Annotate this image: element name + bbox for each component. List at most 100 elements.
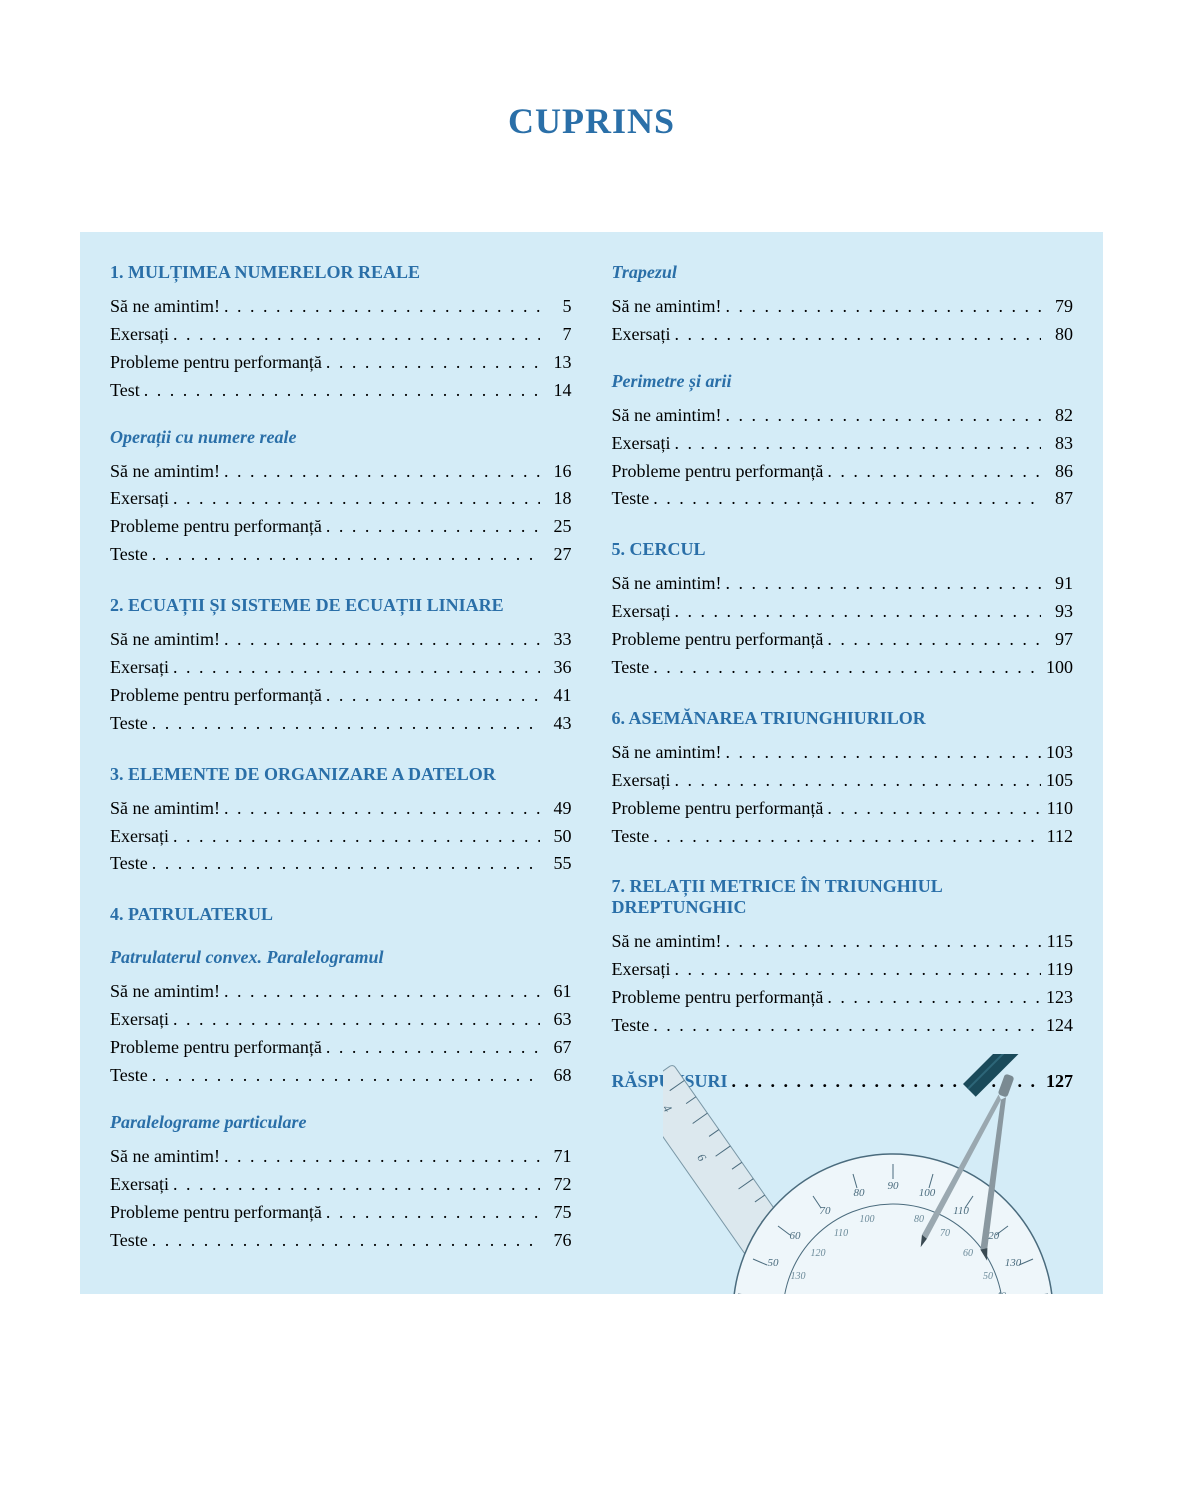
toc-dots: . . . . . . . . . . . . . . . . . . . . … xyxy=(649,823,1041,851)
toc-subsection-heading: Paralelograme particulare xyxy=(110,1112,572,1133)
toc-entry-label: Teste xyxy=(612,1012,650,1040)
toc-entry-label: Exersați xyxy=(612,767,671,795)
toc-entry: Probleme pentru performanță . . . . . . … xyxy=(110,513,572,541)
toc-dots: . . . . . . . . . . . . . . . . . . . . … xyxy=(670,430,1041,458)
toc-entry: Teste . . . . . . . . . . . . . . . . . … xyxy=(110,1062,572,1090)
toc-entry-label: Teste xyxy=(110,1062,148,1090)
toc-dots: . . . . . . . . . . . . . . . . . . . . … xyxy=(670,767,1041,795)
toc-entry: Teste . . . . . . . . . . . . . . . . . … xyxy=(612,823,1074,851)
toc-entry: Să ne amintim! . . . . . . . . . . . . .… xyxy=(110,293,572,321)
toc-entry: Să ne amintim! . . . . . . . . . . . . .… xyxy=(110,626,572,654)
toc-dots: . . . . . . . . . . . . . . . . . . . . … xyxy=(823,984,1041,1012)
toc-entry-label: Probleme pentru performanță xyxy=(110,1199,322,1227)
toc-entry: Probleme pentru performanță . . . . . . … xyxy=(612,626,1074,654)
toc-entry-label: Exersați xyxy=(612,598,671,626)
toc-entry: Exersați . . . . . . . . . . . . . . . .… xyxy=(110,654,572,682)
toc-dots: . . . . . . . . . . . . . . . . . . . . … xyxy=(220,978,540,1006)
toc-dots: . . . . . . . . . . . . . . . . . . . . … xyxy=(322,513,540,541)
toc-section-heading: 6. ASEMĂNAREA TRIUNGHIURILOR xyxy=(612,708,1074,729)
toc-entry-label: Teste xyxy=(612,823,650,851)
toc-entry: Teste . . . . . . . . . . . . . . . . . … xyxy=(110,1227,572,1255)
toc-dots: . . . . . . . . . . . . . . . . . . . . … xyxy=(823,626,1041,654)
toc-dots: . . . . . . . . . . . . . . . . . . . . … xyxy=(169,485,540,513)
toc-entry: Exersați . . . . . . . . . . . . . . . .… xyxy=(110,1006,572,1034)
toc-entry: Teste . . . . . . . . . . . . . . . . . … xyxy=(110,541,572,569)
toc-entry-label: Probleme pentru performanță xyxy=(612,626,824,654)
toc-entry-page: 119 xyxy=(1041,956,1073,984)
toc-dots: . . . . . . . . . . . . . . . . . . . . … xyxy=(169,1171,540,1199)
toc-entry: Să ne amintim! . . . . . . . . . . . . .… xyxy=(612,293,1074,321)
toc-entry-label: Să ne amintim! xyxy=(612,928,722,956)
toc-entry: Exersați . . . . . . . . . . . . . . . .… xyxy=(110,823,572,851)
toc-entry: Teste . . . . . . . . . . . . . . . . . … xyxy=(612,485,1074,513)
toc-entry-label: Probleme pentru performanță xyxy=(110,682,322,710)
toc-dots: . . . . . . . . . . . . . . . . . . . . … xyxy=(148,1062,540,1090)
toc-subsection-heading: Trapezul xyxy=(612,262,1074,283)
toc-dots: . . . . . . . . . . . . . . . . . . . . … xyxy=(721,402,1041,430)
page-title: CUPRINS xyxy=(80,100,1103,142)
toc-entry: Teste . . . . . . . . . . . . . . . . . … xyxy=(110,850,572,878)
toc-entry: Probleme pentru performanță . . . . . . … xyxy=(110,682,572,710)
toc-dots: . . . . . . . . . . . . . . . . . . . . … xyxy=(220,293,540,321)
toc-section-heading: 4. PATRULATERUL xyxy=(110,904,572,925)
toc-subsection-heading: Perimetre și arii xyxy=(612,371,1074,392)
toc-dots: . . . . . . . . . . . . . . . . . . . . … xyxy=(649,485,1041,513)
toc-entry-label: Să ne amintim! xyxy=(110,795,220,823)
toc-subsection-heading: Operații cu numere reale xyxy=(110,427,572,448)
toc-entry: Probleme pentru performanță . . . . . . … xyxy=(110,349,572,377)
toc-entry: Să ne amintim! . . . . . . . . . . . . .… xyxy=(110,458,572,486)
toc-section-heading: 7. RELAȚII METRICE ÎN TRIUNGHIUL DREPTUN… xyxy=(612,876,1074,918)
toc-entry-page: 67 xyxy=(540,1034,572,1062)
toc-entry: Probleme pentru performanță . . . . . . … xyxy=(612,984,1074,1012)
toc-dots: . . . . . . . . . . . . . . . . . . . . … xyxy=(140,377,540,405)
toc-entry-page: 5 xyxy=(540,293,572,321)
toc-entry-label: Să ne amintim! xyxy=(612,570,722,598)
toc-dots: . . . . . . . . . . . . . . . . . . . . … xyxy=(148,1227,540,1255)
toc-entry-label: Exersați xyxy=(612,956,671,984)
toc-entry-page: 63 xyxy=(540,1006,572,1034)
toc-entry-label: Exersați xyxy=(110,485,169,513)
toc-entry-label: Exersați xyxy=(110,321,169,349)
toc-dots: . . . . . . . . . . . . . . . . . . . . … xyxy=(721,739,1041,767)
toc-entry-page: 7 xyxy=(540,321,572,349)
toc-raspunsuri-page: 127 xyxy=(1041,1068,1073,1096)
toc-entry-label: Probleme pentru performanță xyxy=(110,1034,322,1062)
toc-dots: . . . . . . . . . . . . . . . . . . . . … xyxy=(220,1143,540,1171)
toc-entry-page: 105 xyxy=(1041,767,1073,795)
toc-entry: Să ne amintim! . . . . . . . . . . . . .… xyxy=(110,978,572,1006)
toc-dots: . . . . . . . . . . . . . . . . . . . . … xyxy=(670,956,1041,984)
toc-entry-page: 86 xyxy=(1041,458,1073,486)
toc-entry-page: 72 xyxy=(540,1171,572,1199)
toc-entry-page: 100 xyxy=(1041,654,1073,682)
toc-entry-label: Probleme pentru performanță xyxy=(612,984,824,1012)
toc-entry-page: 75 xyxy=(540,1199,572,1227)
toc-entry-label: Probleme pentru performanță xyxy=(110,349,322,377)
toc-entry-page: 27 xyxy=(540,541,572,569)
toc-dots: . . . . . . . . . . . . . . . . . . . . … xyxy=(670,598,1041,626)
toc-entry: Să ne amintim! . . . . . . . . . . . . .… xyxy=(612,570,1074,598)
toc-dots: . . . . . . . . . . . . . . . . . . . . … xyxy=(721,928,1041,956)
toc-entry: Teste . . . . . . . . . . . . . . . . . … xyxy=(612,1012,1074,1040)
toc-entry-label: Exersați xyxy=(110,823,169,851)
toc-dots: . . . . . . . . . . . . . . . . . . . . … xyxy=(169,1006,540,1034)
svg-text:50: 50 xyxy=(983,1271,993,1282)
toc-entry-page: 110 xyxy=(1041,795,1073,823)
toc-entry-page: 68 xyxy=(540,1062,572,1090)
toc-entry: Probleme pentru performanță . . . . . . … xyxy=(612,795,1074,823)
toc-section-heading: 3. ELEMENTE DE ORGANIZARE A DATELOR xyxy=(110,764,572,785)
toc-entry-label: Teste xyxy=(110,710,148,738)
toc-entry-label: Teste xyxy=(612,485,650,513)
toc-entry-page: 103 xyxy=(1041,739,1073,767)
toc-entry-page: 112 xyxy=(1041,823,1073,851)
toc-entry: Exersați . . . . . . . . . . . . . . . .… xyxy=(612,430,1074,458)
toc-entry-page: 91 xyxy=(1041,570,1073,598)
toc-entry-label: Exersați xyxy=(110,654,169,682)
toc-entry-label: Exersați xyxy=(612,321,671,349)
toc-entry-label: Să ne amintim! xyxy=(612,402,722,430)
toc-entry-page: 123 xyxy=(1041,984,1073,1012)
toc-dots: . . . . . . . . . . . . . . . . . . . . … xyxy=(322,1034,540,1062)
toc-section-heading: 2. ECUAȚII ȘI SISTEME DE ECUAȚII LINIARE xyxy=(110,595,572,616)
toc-entry-label: Probleme pentru performanță xyxy=(110,513,322,541)
toc-dots: . . . . . . . . . . . . . . . . . . . . … xyxy=(220,626,540,654)
toc-dots: . . . . . . . . . . . . . . . . . . . . … xyxy=(721,293,1041,321)
